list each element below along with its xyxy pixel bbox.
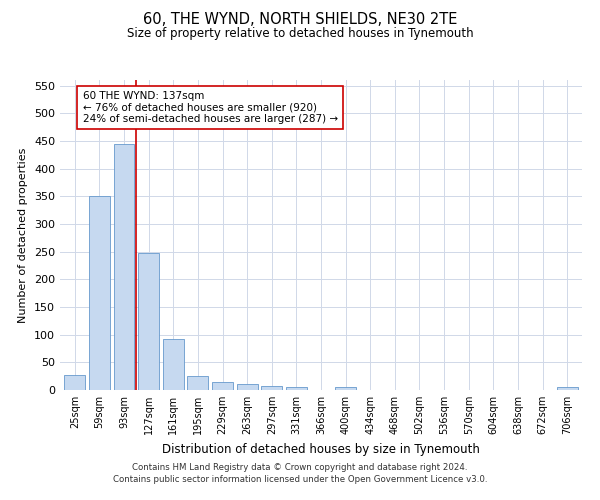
Text: Size of property relative to detached houses in Tynemouth: Size of property relative to detached ho… [127,28,473,40]
Text: Distribution of detached houses by size in Tynemouth: Distribution of detached houses by size … [162,442,480,456]
Text: 60, THE WYND, NORTH SHIELDS, NE30 2TE: 60, THE WYND, NORTH SHIELDS, NE30 2TE [143,12,457,28]
Bar [286,386,307,390]
Bar [261,386,282,390]
Text: Contains public sector information licensed under the Open Government Licence v3: Contains public sector information licen… [113,474,487,484]
Bar [64,375,85,390]
Bar [113,144,134,390]
Bar [89,196,110,390]
Text: Contains HM Land Registry data © Crown copyright and database right 2024.: Contains HM Land Registry data © Crown c… [132,464,468,472]
Bar [187,376,208,390]
Bar [163,339,184,390]
Y-axis label: Number of detached properties: Number of detached properties [19,148,28,322]
Bar [557,387,578,390]
Bar [212,382,233,390]
Bar [335,387,356,390]
Text: 60 THE WYND: 137sqm
← 76% of detached houses are smaller (920)
24% of semi-detac: 60 THE WYND: 137sqm ← 76% of detached ho… [83,91,338,124]
Bar [138,252,159,390]
Bar [236,384,257,390]
